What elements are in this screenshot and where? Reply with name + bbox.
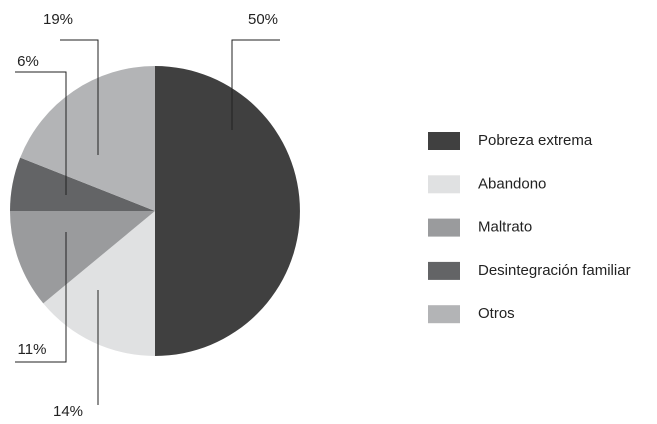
legend-swatch	[428, 175, 460, 194]
pie-slice	[10, 157, 155, 211]
data-label: 50%	[248, 11, 278, 28]
legend-label: Otros	[478, 305, 515, 322]
leader-line	[15, 232, 67, 363]
data-label: 11%	[18, 341, 47, 358]
pie-slice	[10, 211, 155, 304]
legend-swatch	[428, 305, 460, 324]
legend-swatch	[428, 261, 460, 280]
pie-slice	[43, 211, 155, 356]
legend-swatch	[428, 218, 460, 237]
data-label: 6%	[17, 53, 39, 70]
leader-line	[60, 39, 99, 155]
legend-label: Desintegración familiar	[478, 262, 631, 279]
legend-label: Pobreza extrema	[478, 132, 593, 149]
legend-label: Abandono	[478, 175, 546, 192]
data-label: 14%	[53, 403, 83, 420]
leader-line	[231, 39, 280, 130]
legend-label: Maltrato	[478, 219, 532, 236]
data-label: 19%	[43, 11, 73, 28]
pie-slice	[155, 66, 300, 356]
leader-line	[15, 71, 67, 195]
pie-slice	[20, 66, 156, 211]
legend-swatch	[428, 132, 460, 150]
